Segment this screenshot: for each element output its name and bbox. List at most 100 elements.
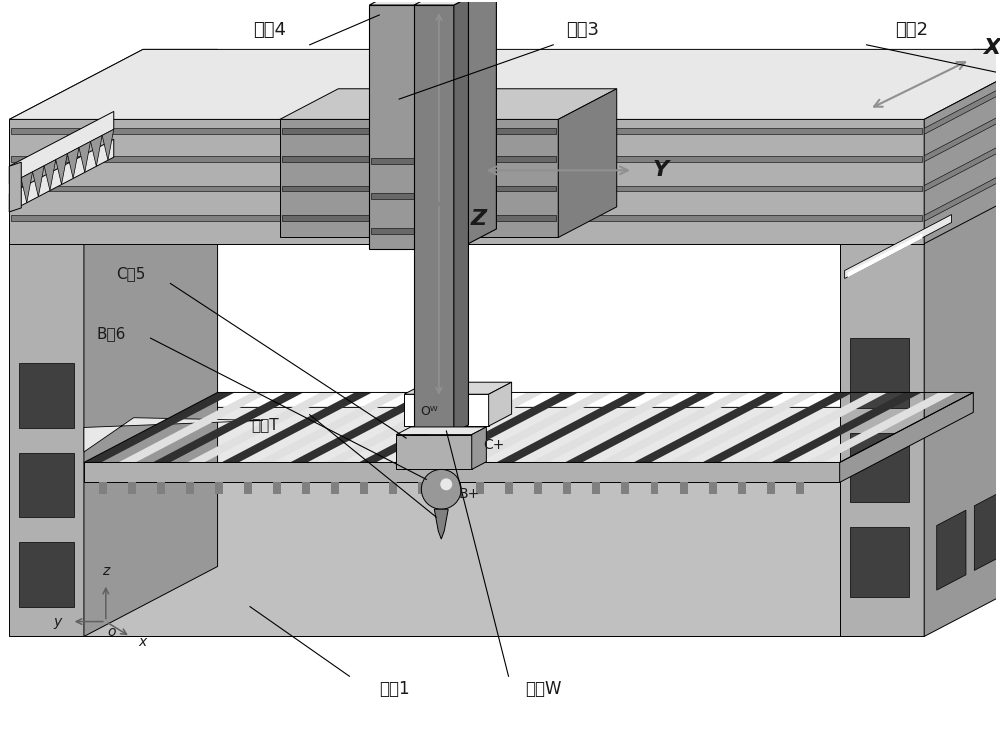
Polygon shape [805, 392, 956, 463]
Text: B+: B+ [458, 487, 480, 501]
Polygon shape [558, 89, 617, 237]
Bar [273, 482, 281, 494]
Polygon shape [668, 392, 819, 463]
Polygon shape [79, 141, 91, 172]
Bar [505, 482, 513, 494]
Bar [186, 482, 194, 494]
Polygon shape [9, 139, 114, 212]
Polygon shape [9, 162, 21, 212]
Polygon shape [771, 392, 922, 463]
Polygon shape [84, 49, 218, 636]
Bar [389, 482, 397, 494]
Polygon shape [91, 136, 102, 166]
Polygon shape [634, 392, 784, 463]
Polygon shape [396, 427, 486, 435]
Bar [396, 435, 472, 469]
Bar [282, 128, 556, 134]
Polygon shape [434, 509, 448, 539]
Polygon shape [840, 49, 1000, 119]
Bar [371, 228, 457, 234]
Polygon shape [84, 408, 973, 477]
Text: y: y [54, 614, 62, 629]
Polygon shape [324, 392, 475, 463]
Polygon shape [840, 392, 973, 482]
Text: Z: Z [471, 209, 487, 229]
Polygon shape [530, 392, 681, 463]
Polygon shape [845, 215, 952, 279]
Bar [850, 527, 909, 597]
Polygon shape [848, 233, 922, 278]
Bar [19, 363, 74, 427]
Polygon shape [924, 86, 1000, 162]
Polygon shape [44, 160, 56, 191]
Bar [476, 482, 484, 494]
Polygon shape [9, 111, 114, 184]
Polygon shape [414, 0, 468, 5]
Polygon shape [702, 392, 853, 463]
Bar [840, 119, 924, 636]
Polygon shape [974, 490, 1000, 570]
Polygon shape [256, 392, 407, 463]
Text: 溜板3: 溜板3 [567, 21, 600, 39]
Polygon shape [359, 392, 510, 463]
Polygon shape [9, 49, 218, 119]
Bar [302, 482, 310, 494]
Bar [369, 5, 459, 248]
Bar [651, 482, 658, 494]
Polygon shape [472, 427, 486, 469]
Polygon shape [489, 382, 512, 426]
Polygon shape [9, 178, 21, 209]
Bar [621, 482, 629, 494]
Bar [850, 432, 909, 502]
Polygon shape [84, 392, 235, 463]
Bar [282, 185, 556, 191]
Bar [738, 482, 746, 494]
Bar [447, 482, 455, 494]
Bar [9, 119, 84, 636]
Text: C轴5: C轴5 [116, 266, 145, 281]
Polygon shape [187, 392, 338, 463]
Polygon shape [56, 154, 67, 185]
Polygon shape [280, 89, 617, 119]
Polygon shape [21, 172, 33, 203]
Bar [106, 492, 842, 636]
Text: Y: Y [653, 161, 669, 180]
Polygon shape [462, 392, 613, 463]
Bar [850, 338, 909, 408]
Bar [563, 482, 571, 494]
Bar [84, 463, 840, 482]
Polygon shape [118, 392, 269, 463]
Bar [128, 482, 136, 494]
Bar [244, 482, 252, 494]
Bar [360, 482, 368, 494]
Polygon shape [427, 392, 578, 463]
Bar [331, 482, 339, 494]
Polygon shape [459, 0, 496, 248]
Bar [767, 482, 775, 494]
Text: x: x [138, 635, 146, 649]
Text: Oᵂ: Oᵂ [421, 405, 438, 419]
Circle shape [440, 479, 452, 490]
Bar [19, 452, 74, 517]
Text: B轴6: B轴6 [96, 325, 125, 341]
Polygon shape [924, 116, 1000, 191]
Polygon shape [924, 49, 1000, 636]
Bar [534, 482, 542, 494]
Polygon shape [102, 129, 114, 161]
Bar [592, 482, 600, 494]
Text: X: X [983, 38, 1000, 58]
Bar [19, 542, 74, 607]
Bar [11, 216, 922, 221]
Polygon shape [565, 392, 716, 463]
Polygon shape [937, 510, 966, 590]
Polygon shape [84, 418, 263, 452]
Polygon shape [369, 0, 496, 5]
Polygon shape [599, 392, 750, 463]
Bar [709, 482, 717, 494]
Polygon shape [33, 166, 44, 196]
Bar [282, 216, 556, 221]
Bar [9, 119, 924, 243]
Bar [371, 193, 457, 199]
Bar [280, 119, 558, 237]
Polygon shape [290, 392, 441, 463]
